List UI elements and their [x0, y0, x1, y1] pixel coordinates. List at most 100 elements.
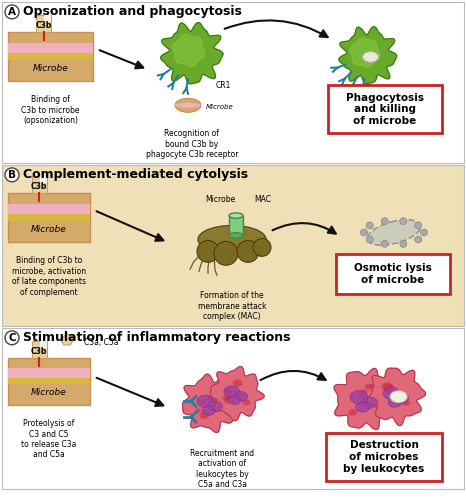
Bar [8, 32, 93, 82]
Bar [40, 176, 47, 182]
Circle shape [420, 229, 427, 236]
Ellipse shape [229, 213, 243, 218]
Text: Binding of C3b to
microbe, activation
of late components
of complement: Binding of C3b to microbe, activation of… [12, 256, 86, 296]
Ellipse shape [229, 396, 241, 404]
Text: C3b: C3b [31, 347, 48, 356]
FancyBboxPatch shape [326, 433, 442, 481]
Circle shape [366, 222, 373, 229]
Text: Recruitment and
activation of
leukocytes by
C5a and C3a: Recruitment and activation of leukocytes… [190, 449, 254, 490]
Text: B: B [8, 170, 16, 180]
Circle shape [5, 168, 19, 182]
Text: Recognition of
bound C3b by
phagocyte C3b receptor: Recognition of bound C3b by phagocyte C3… [146, 129, 238, 159]
Ellipse shape [362, 397, 377, 408]
Bar [32, 176, 47, 192]
Text: Microbe: Microbe [31, 224, 67, 234]
Bar [8, 52, 93, 60]
Polygon shape [350, 38, 380, 68]
FancyBboxPatch shape [336, 254, 450, 294]
Ellipse shape [388, 398, 401, 407]
Ellipse shape [381, 382, 393, 391]
Ellipse shape [360, 389, 368, 394]
Ellipse shape [385, 388, 392, 394]
Text: C3a, C5a: C3a, C5a [84, 338, 118, 347]
Ellipse shape [383, 387, 400, 400]
Bar [2, 328, 464, 489]
Ellipse shape [234, 392, 247, 401]
Ellipse shape [365, 384, 373, 390]
Ellipse shape [235, 392, 243, 397]
Bar [8, 214, 90, 220]
Bar [8, 204, 90, 214]
Polygon shape [183, 374, 240, 432]
Ellipse shape [242, 400, 250, 406]
Ellipse shape [358, 393, 365, 398]
Ellipse shape [229, 232, 243, 238]
Text: Proteolysis of
C3 and C5
to release C3a
and C5a: Proteolysis of C3 and C5 to release C3a … [21, 420, 77, 460]
Ellipse shape [395, 397, 402, 402]
Ellipse shape [224, 386, 240, 397]
Polygon shape [210, 366, 264, 421]
Polygon shape [339, 26, 397, 84]
Bar [2, 2, 464, 163]
Bar [229, 216, 243, 236]
Ellipse shape [394, 394, 409, 404]
Text: Osmotic lysis
of microbe: Osmotic lysis of microbe [354, 264, 432, 285]
Ellipse shape [370, 384, 377, 389]
Bar [32, 342, 47, 357]
Text: Complement-mediated cytolysis: Complement-mediated cytolysis [23, 168, 248, 181]
Circle shape [361, 229, 368, 236]
Ellipse shape [370, 398, 378, 404]
Text: Microbe: Microbe [33, 64, 69, 72]
Bar [2, 165, 464, 326]
Text: Opsonization and phagocytosis: Opsonization and phagocytosis [23, 6, 242, 18]
Text: C: C [8, 333, 16, 343]
Ellipse shape [206, 396, 212, 401]
Text: Binding of
C3b to microbe
(opsonization): Binding of C3b to microbe (opsonization) [21, 96, 80, 125]
Ellipse shape [356, 402, 370, 412]
Bar [40, 342, 47, 347]
Text: Destruction
of microbes
by leukocytes: Destruction of microbes by leukocytes [343, 440, 425, 474]
Text: C3b: C3b [31, 182, 48, 191]
Circle shape [366, 236, 373, 243]
Ellipse shape [175, 103, 201, 108]
Ellipse shape [224, 387, 233, 394]
Bar [8, 42, 93, 52]
Text: Phagocytosis
and killing
of microbe: Phagocytosis and killing of microbe [346, 92, 424, 126]
Ellipse shape [223, 395, 231, 401]
Circle shape [5, 5, 19, 19]
Text: Microbe: Microbe [206, 104, 234, 110]
Ellipse shape [233, 380, 243, 387]
Ellipse shape [198, 226, 266, 254]
Polygon shape [161, 22, 223, 84]
Ellipse shape [397, 394, 406, 402]
Ellipse shape [348, 409, 357, 416]
Text: Stimulation of inflammatory reactions: Stimulation of inflammatory reactions [23, 332, 290, 344]
Polygon shape [366, 368, 425, 426]
Circle shape [400, 218, 407, 224]
Ellipse shape [202, 406, 215, 415]
Circle shape [381, 240, 388, 248]
Ellipse shape [215, 397, 224, 404]
Ellipse shape [367, 220, 421, 245]
Text: Microbe: Microbe [31, 388, 67, 397]
Ellipse shape [199, 412, 209, 419]
Circle shape [381, 218, 388, 224]
Text: C3b: C3b [35, 21, 52, 30]
Text: CR1: CR1 [216, 81, 232, 90]
Bar [8, 358, 90, 406]
Circle shape [415, 222, 422, 229]
Ellipse shape [209, 397, 219, 404]
Ellipse shape [384, 384, 394, 392]
FancyBboxPatch shape [328, 86, 442, 133]
Circle shape [197, 240, 219, 262]
Polygon shape [61, 334, 74, 345]
Polygon shape [334, 368, 395, 430]
Circle shape [237, 240, 259, 262]
Bar [8, 192, 90, 242]
Ellipse shape [195, 408, 201, 413]
Circle shape [214, 242, 238, 266]
Ellipse shape [197, 395, 213, 407]
Circle shape [400, 240, 407, 248]
Bar [44, 16, 51, 22]
Ellipse shape [402, 400, 410, 406]
